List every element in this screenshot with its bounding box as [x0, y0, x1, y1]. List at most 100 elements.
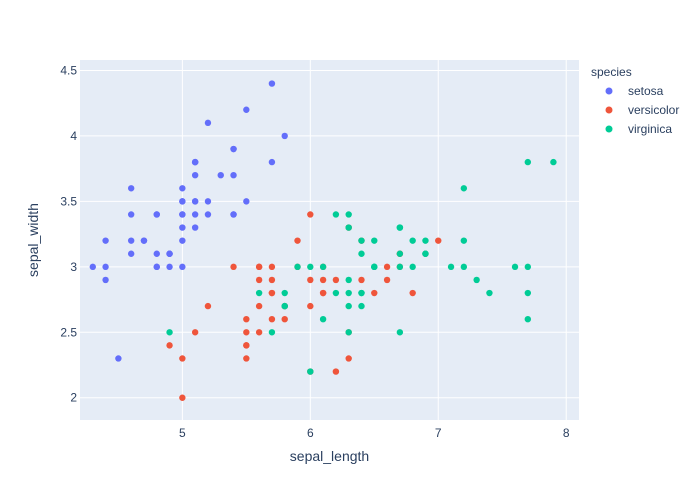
legend-marker — [605, 87, 613, 95]
x-axis-title: sepal_length — [290, 448, 369, 464]
data-point-versicolor — [243, 329, 250, 336]
data-point-versicolor — [179, 394, 186, 401]
data-point-versicolor — [371, 289, 378, 297]
x-tick-label: 8 — [563, 426, 570, 440]
data-point-virginica — [307, 263, 314, 271]
data-point-virginica — [358, 302, 365, 310]
data-point-setosa — [127, 237, 135, 244]
data-point-setosa — [102, 263, 109, 271]
data-point-setosa — [153, 211, 160, 218]
data-point-versicolor — [255, 302, 263, 310]
data-point-setosa — [191, 172, 199, 179]
data-point-virginica — [524, 158, 532, 166]
data-point-setosa — [102, 237, 109, 244]
data-point-versicolor — [268, 316, 276, 323]
data-point-virginica — [345, 329, 352, 336]
legend-marker — [605, 106, 613, 114]
data-point-virginica — [396, 263, 404, 271]
legend-label: versicolor — [628, 103, 679, 117]
data-point-setosa — [166, 250, 173, 257]
data-point-virginica — [550, 158, 557, 166]
data-point-virginica — [422, 250, 429, 257]
y-tick-label: 4 — [70, 129, 77, 143]
data-point-virginica — [460, 263, 468, 271]
data-point-virginica — [409, 263, 416, 271]
data-point-setosa — [153, 250, 160, 257]
data-point-versicolor — [307, 276, 314, 284]
legend[interactable]: species setosa versicolor virginica — [591, 65, 679, 136]
data-point-virginica — [447, 263, 455, 271]
data-point-virginica — [255, 289, 263, 297]
x-tick-label: 7 — [435, 426, 442, 440]
data-point-virginica — [345, 211, 352, 218]
data-point-setosa — [179, 211, 186, 218]
x-tick-labels: 5 6 7 8 — [179, 426, 570, 440]
data-point-versicolor — [307, 302, 314, 310]
legend-item-virginica[interactable]: virginica — [605, 122, 673, 136]
data-point-setosa — [179, 237, 186, 244]
y-tick-label: 3.5 — [60, 194, 77, 208]
y-tick-labels: 2 2.5 3 3.5 4 4.5 — [60, 63, 77, 404]
data-point-virginica — [396, 250, 404, 257]
data-point-setosa — [191, 198, 199, 205]
data-point-setosa — [102, 276, 109, 284]
data-point-setosa — [153, 263, 160, 271]
data-point-versicolor — [332, 276, 340, 284]
data-point-virginica — [345, 302, 352, 310]
data-point-virginica — [358, 237, 365, 244]
legend-item-versicolor[interactable]: versicolor — [605, 103, 680, 117]
data-point-virginica — [345, 224, 352, 231]
data-point-virginica — [332, 211, 340, 218]
data-point-setosa — [243, 106, 250, 113]
data-point-versicolor — [268, 263, 276, 271]
data-point-virginica — [409, 237, 416, 244]
y-tick-label: 3 — [70, 260, 77, 274]
legend-marker — [605, 125, 613, 133]
data-point-setosa — [191, 224, 199, 231]
data-point-versicolor — [281, 316, 288, 323]
data-point-setosa — [127, 250, 135, 257]
data-point-versicolor — [307, 211, 314, 218]
legend-item-setosa[interactable]: setosa — [605, 84, 664, 98]
data-point-setosa — [127, 211, 135, 218]
data-point-virginica — [319, 263, 327, 271]
data-point-virginica — [281, 302, 288, 310]
data-point-versicolor — [409, 289, 416, 297]
data-point-versicolor — [166, 342, 173, 349]
data-point-virginica — [473, 276, 480, 284]
data-point-setosa — [89, 263, 96, 271]
data-point-versicolor — [332, 368, 340, 375]
data-point-versicolor — [345, 355, 352, 362]
data-point-setosa — [166, 263, 173, 271]
data-point-virginica — [319, 316, 327, 323]
data-point-virginica — [524, 263, 532, 271]
data-point-versicolor — [383, 263, 391, 271]
data-point-virginica — [511, 263, 519, 271]
y-axis-title: sepal_width — [25, 203, 41, 277]
data-point-versicolor — [358, 276, 365, 284]
data-point-setosa — [268, 158, 276, 166]
data-point-versicolor — [191, 329, 199, 336]
data-point-setosa — [281, 132, 288, 140]
data-point-setosa — [230, 211, 237, 218]
plot-area — [80, 60, 579, 420]
data-point-setosa — [179, 198, 186, 205]
grid-lines — [80, 60, 579, 420]
data-point-versicolor — [204, 302, 212, 310]
data-point-virginica — [371, 237, 378, 244]
data-point-setosa — [179, 224, 186, 231]
data-point-virginica — [294, 263, 301, 271]
data-point-virginica — [281, 289, 288, 297]
data-point-virginica — [524, 289, 532, 297]
data-point-versicolor — [319, 289, 327, 297]
y-tick-label: 2.5 — [60, 325, 77, 339]
data-point-versicolor — [255, 263, 263, 271]
data-point-virginica — [332, 289, 340, 297]
data-point-versicolor — [243, 316, 250, 323]
data-point-setosa — [243, 198, 250, 205]
data-point-virginica — [460, 185, 468, 192]
data-point-versicolor — [268, 276, 276, 284]
data-point-virginica — [166, 329, 173, 336]
data-point-virginica — [422, 237, 429, 244]
